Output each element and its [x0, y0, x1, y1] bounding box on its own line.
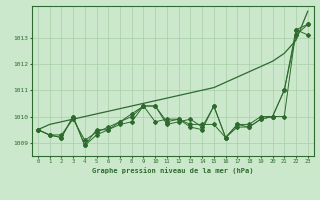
X-axis label: Graphe pression niveau de la mer (hPa): Graphe pression niveau de la mer (hPa)	[92, 167, 253, 174]
